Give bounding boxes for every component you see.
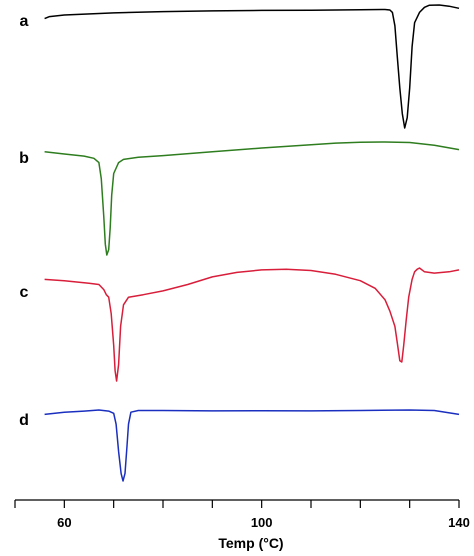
trace-c [44, 267, 460, 382]
x-tick-label: 140 [448, 515, 470, 530]
x-axis: 60 100 140 [14, 499, 470, 530]
trace-b [44, 141, 460, 256]
panel-label-layer: a b c d [19, 13, 29, 429]
trace-d [44, 409, 460, 482]
panel-label-b: b [19, 150, 29, 167]
panel-label-c: c [20, 284, 29, 301]
trace-a [44, 4, 460, 129]
panel-label-d: d [19, 412, 29, 429]
x-tick-label: 100 [251, 515, 273, 530]
x-tick-label: 60 [57, 515, 71, 530]
series-layer [44, 4, 460, 482]
panel-label-a: a [20, 13, 29, 30]
x-axis-title: Temp (°C) [218, 535, 283, 551]
